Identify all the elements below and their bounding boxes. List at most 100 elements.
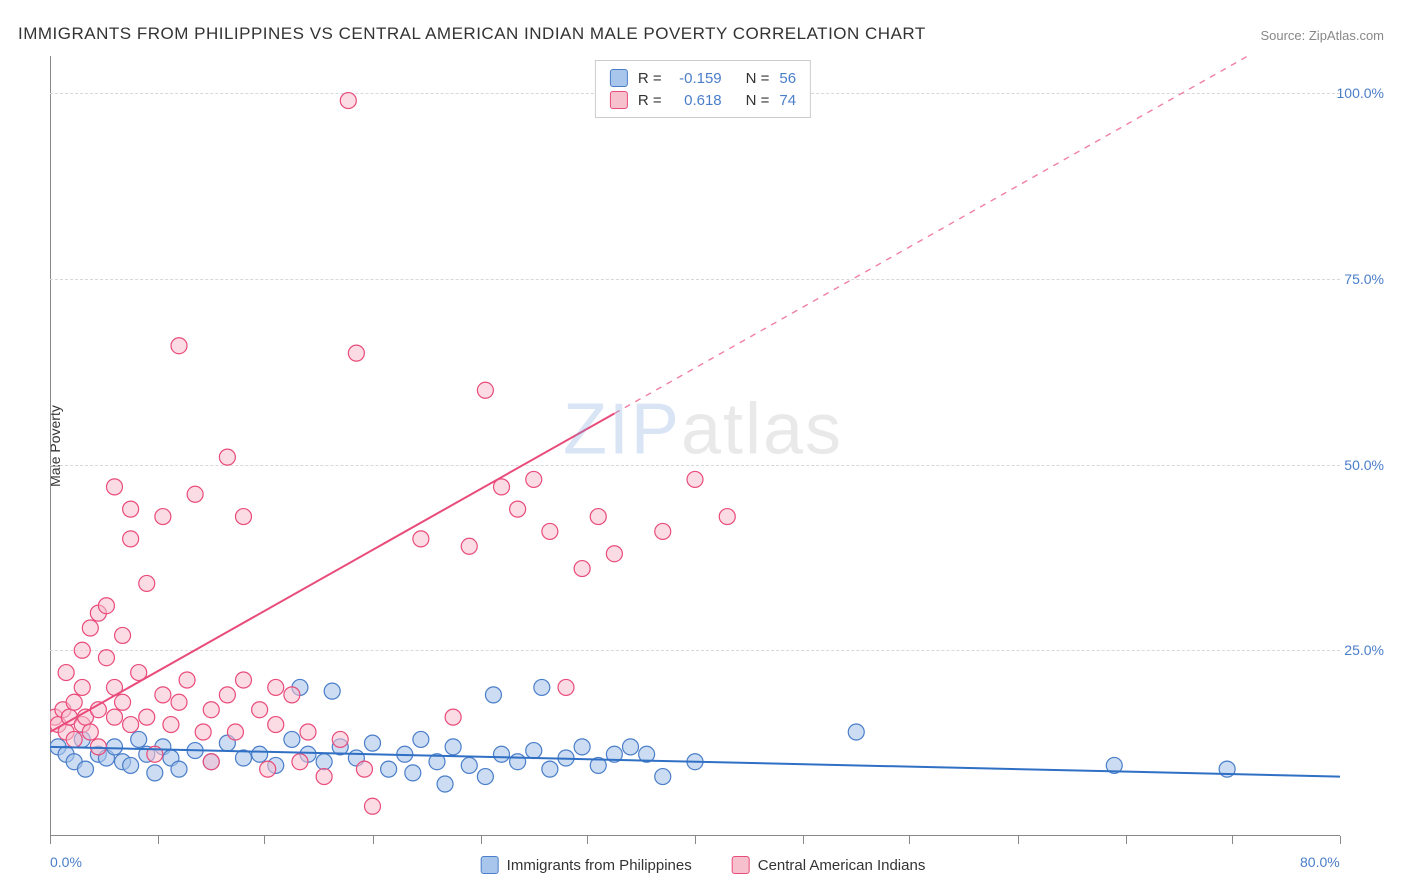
scatter-point-central-american [236,672,252,688]
y-tick-label: 75.0% [1344,271,1384,287]
x-tick [264,836,265,844]
scatter-point-central-american [260,761,276,777]
scatter-point-central-american [445,709,461,725]
scatter-point-philippines [534,679,550,695]
legend-n-value: 56 [779,70,796,87]
x-tick [373,836,374,844]
scatter-point-philippines [445,739,461,755]
x-tick [1340,836,1341,844]
scatter-point-philippines [365,735,381,751]
scatter-point-central-american [542,523,558,539]
y-tick-label: 100.0% [1337,85,1384,101]
scatter-point-central-american [526,471,542,487]
scatter-point-central-american [74,679,90,695]
scatter-point-philippines [316,754,332,770]
scatter-point-central-american [316,769,332,785]
legend-series: Immigrants from Philippines Central Amer… [481,856,926,874]
scatter-point-central-american [365,798,381,814]
legend-n-label: N = [746,70,770,87]
scatter-point-central-american [687,471,703,487]
legend-series-item: Immigrants from Philippines [481,856,692,874]
scatter-point-central-american [413,531,429,547]
scatter-point-central-american [574,561,590,577]
scatter-point-central-american [107,479,123,495]
scatter-point-central-american [590,509,606,525]
x-tick [50,836,51,844]
scatter-point-central-american [292,754,308,770]
scatter-point-central-american [139,709,155,725]
scatter-point-central-american [236,509,252,525]
scatter-point-philippines [171,761,187,777]
scatter-point-central-american [155,687,171,703]
scatter-point-central-american [74,642,90,658]
scatter-point-philippines [324,683,340,699]
chart-container: IMMIGRANTS FROM PHILIPPINES VS CENTRAL A… [0,0,1406,892]
x-tick [158,836,159,844]
scatter-point-central-american [227,724,243,740]
scatter-point-philippines [542,761,558,777]
scatter-point-philippines [77,761,93,777]
legend-n-value: 74 [779,92,796,109]
legend-series-item: Central American Indians [732,856,926,874]
x-tick [695,836,696,844]
source-label: Source: ZipAtlas.com [1260,28,1384,43]
scatter-point-central-american [195,724,211,740]
scatter-point-central-american [123,717,139,733]
x-tick [481,836,482,844]
scatter-point-central-american [284,687,300,703]
scatter-point-central-american [58,665,74,681]
scatter-point-central-american [340,93,356,109]
scatter-point-central-american [655,523,671,539]
legend-r-label: R = [638,92,662,109]
legend-series-label: Immigrants from Philippines [507,857,692,874]
scatter-point-central-american [82,620,98,636]
scatter-point-central-american [203,702,219,718]
scatter-point-philippines [848,724,864,740]
scatter-point-central-american [510,501,526,517]
scatter-point-central-american [356,761,372,777]
legend-correlation: R = -0.159 N = 56 R = 0.618 N = 74 [595,60,811,118]
scatter-point-central-american [332,731,348,747]
scatter-point-central-american [268,679,284,695]
scatter-point-central-american [252,702,268,718]
scatter-point-philippines [494,746,510,762]
y-tick-label: 25.0% [1344,642,1384,658]
scatter-point-central-american [187,486,203,502]
scatter-point-philippines [461,757,477,773]
scatter-point-philippines [437,776,453,792]
scatter-point-philippines [405,765,421,781]
scatter-point-central-american [606,546,622,562]
scatter-point-philippines [381,761,397,777]
y-tick-label: 50.0% [1344,457,1384,473]
scatter-point-philippines [510,754,526,770]
scatter-point-central-american [268,717,284,733]
scatter-point-central-american [558,679,574,695]
scatter-point-central-american [98,650,114,666]
scatter-point-philippines [131,731,147,747]
legend-r-value: -0.159 [672,70,722,87]
legend-correlation-row: R = -0.159 N = 56 [610,67,796,89]
legend-swatch [481,856,499,874]
scatter-point-central-american [719,509,735,525]
scatter-point-philippines [477,769,493,785]
x-tick-label: 80.0% [1300,854,1340,870]
scatter-point-central-american [219,687,235,703]
scatter-point-central-american [123,501,139,517]
scatter-point-central-american [66,694,82,710]
legend-r-value: 0.618 [672,92,722,109]
scatter-point-central-american [107,709,123,725]
scatter-point-central-american [115,627,131,643]
scatter-point-philippines [526,743,542,759]
scatter-point-philippines [485,687,501,703]
scatter-point-philippines [252,746,268,762]
scatter-point-philippines [574,739,590,755]
legend-r-label: R = [638,70,662,87]
scatter-point-central-american [203,754,219,770]
scatter-point-central-american [348,345,364,361]
scatter-point-central-american [461,538,477,554]
scatter-point-philippines [413,731,429,747]
scatter-point-philippines [284,731,300,747]
scatter-point-central-american [155,509,171,525]
chart-title: IMMIGRANTS FROM PHILIPPINES VS CENTRAL A… [18,24,926,44]
scatter-point-central-american [66,731,82,747]
